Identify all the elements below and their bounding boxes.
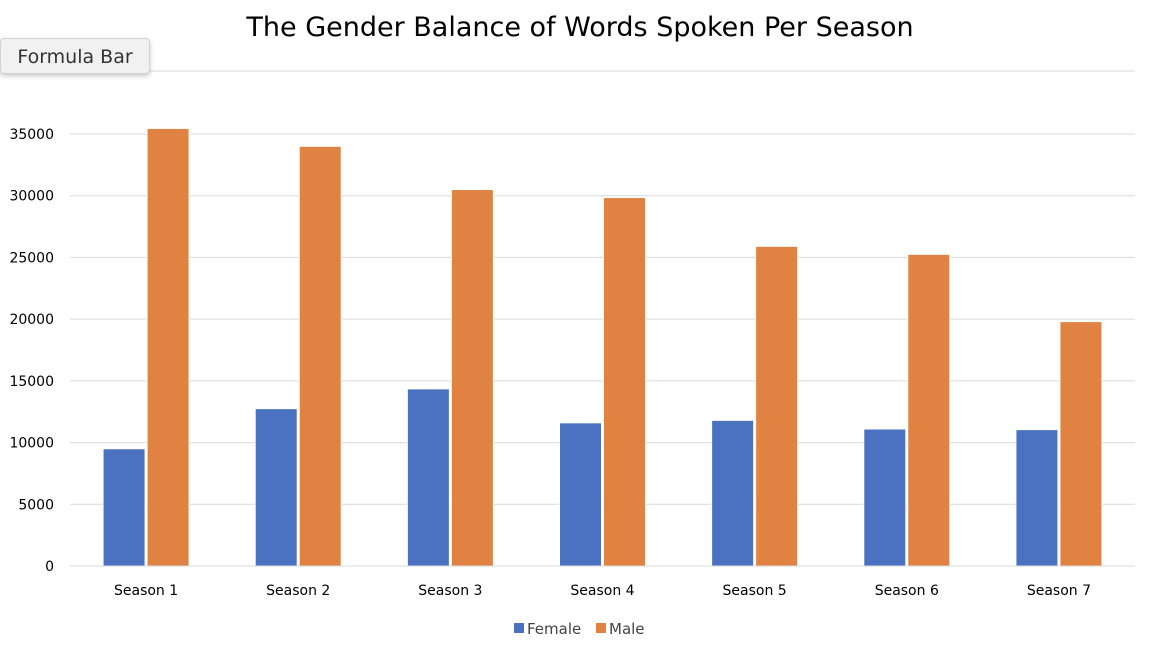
bar-female-1 (102, 448, 146, 567)
x-tick-label: Season 5 (723, 583, 787, 599)
bar-female-5 (711, 419, 755, 567)
x-axis: Season 1 Season 2 Season 3 Season 4 Season 5… (70, 565, 1135, 599)
bar-male-5 (755, 245, 799, 567)
y-tick-label: 30000 (9, 189, 54, 205)
x-tick-label: Season 6 (875, 583, 939, 599)
x-tick-label: Season 4 (570, 583, 634, 599)
legend-swatch-male (596, 623, 606, 633)
bar-female-6 (863, 428, 907, 567)
y-tick-label: 20000 (9, 312, 54, 328)
chart-title: The Gender Balance of Words Spoken Per S… (245, 12, 913, 43)
bar-male-1 (146, 127, 190, 567)
bar-female-4 (559, 422, 602, 567)
bar-male-3 (450, 189, 494, 567)
y-tick-label: 0 (45, 559, 54, 575)
bar-male-6 (907, 253, 951, 567)
y-tick-label: 15000 (9, 374, 54, 390)
formula-bar-tooltip[interactable]: Formula Bar (0, 38, 150, 74)
y-tick-label: 10000 (9, 436, 54, 452)
gridlines (70, 70, 1135, 505)
x-tick-label: Season 2 (266, 583, 330, 599)
y-tick-label: 35000 (9, 127, 54, 143)
bar-male-7 (1059, 321, 1103, 567)
y-axis: 0 5000 10000 15000 20000 25000 30000 35000 (9, 127, 54, 575)
legend-label-female: Female (527, 620, 581, 638)
legend-swatch-female (514, 623, 524, 633)
bar-male-4 (603, 197, 646, 567)
y-tick-label: 25000 (9, 250, 54, 266)
bar-female-2 (254, 408, 298, 567)
x-tick-label: Season 3 (418, 583, 482, 599)
bar-male-2 (298, 145, 342, 567)
x-tick-label: Season 1 (114, 583, 178, 599)
x-tick-label: Season 7 (1027, 583, 1091, 599)
legend-label-male: Male (609, 620, 645, 638)
bars (102, 127, 1103, 567)
bar-female-7 (1015, 429, 1059, 567)
legend: Female Male (514, 620, 645, 638)
bar-female-3 (406, 388, 450, 567)
y-tick-label: 5000 (18, 497, 54, 513)
